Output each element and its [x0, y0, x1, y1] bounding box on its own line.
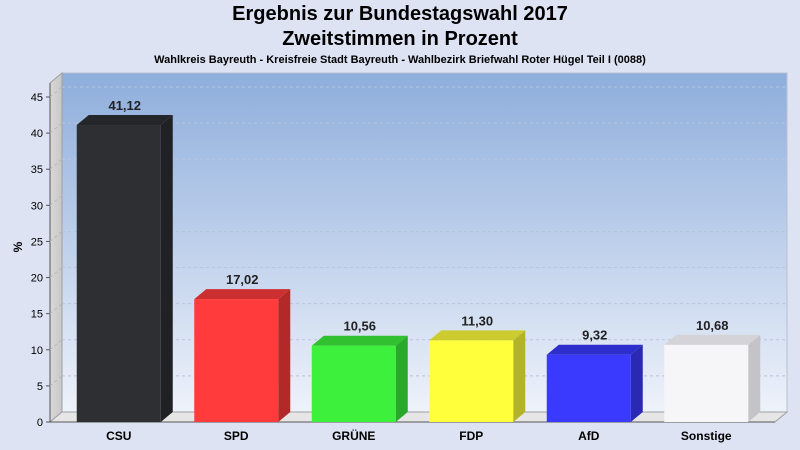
bar-front: [546, 354, 631, 422]
gridline-wall: [49, 194, 63, 206]
plot-left-wall: [49, 71, 63, 424]
y-tick-label: 25: [31, 236, 43, 248]
bar-side: [630, 344, 643, 422]
y-tick-label: 5: [37, 381, 43, 393]
y-tick-label: 45: [31, 92, 43, 104]
bar-value-label: 10,56: [343, 319, 376, 334]
bar-front: [194, 299, 279, 422]
bar-side: [160, 115, 173, 423]
bar-top: [311, 335, 408, 346]
bar-value-label: 11,30: [461, 313, 493, 328]
gridline-wall: [49, 375, 63, 387]
bar-value-label: 10,68: [696, 318, 729, 333]
bar-side: [513, 330, 526, 422]
bar-top: [429, 330, 526, 341]
gridline-wall: [49, 267, 63, 278]
y-tick-label: 20: [31, 273, 43, 285]
bar-sonstige[interactable]: 10,68: [664, 318, 761, 422]
bar-front: [429, 340, 514, 422]
y-tick-label: 15: [31, 309, 43, 321]
y-tick-label: 30: [31, 200, 43, 212]
bar-front: [76, 125, 161, 423]
gridline-wall: [49, 86, 63, 98]
bar-front: [664, 344, 749, 422]
bar-spd[interactable]: 17,02: [194, 272, 291, 422]
bar-value-label: 9,32: [582, 328, 607, 343]
gridline-wall: [49, 122, 63, 134]
bar-top: [194, 289, 291, 300]
x-tick-label: AfD: [578, 429, 600, 443]
chart-title: Ergebnis zur Bundestagswahl 2017: [232, 3, 568, 25]
bar-fdp[interactable]: 11,30: [429, 313, 526, 422]
chart-subtitle: Wahlkreis Bayreuth - Kreisfreie Stadt Ba…: [154, 54, 646, 66]
gridline-wall: [49, 158, 63, 170]
bar-front: [311, 345, 396, 422]
bar-grüne[interactable]: 10,56: [311, 319, 408, 422]
x-tick-label: SPD: [224, 429, 249, 443]
bar-value-label: 41,12: [108, 98, 141, 113]
y-axis-label: %: [11, 241, 25, 252]
x-tick-label: FDP: [459, 429, 483, 443]
bar-side: [278, 289, 291, 422]
gridline-wall: [49, 231, 63, 242]
bar-side: [748, 334, 761, 422]
bar-top: [546, 344, 643, 355]
x-tick-label: CSU: [106, 429, 131, 443]
bar-csu[interactable]: 41,12: [76, 98, 173, 423]
bar-side: [395, 335, 408, 422]
chart-title-2: Zweitstimmen in Prozent: [282, 28, 518, 50]
gridline-wall: [49, 339, 63, 351]
gridline-wall: [49, 303, 63, 315]
x-tick-label: GRÜNE: [332, 428, 375, 443]
y-tick-label: 40: [31, 128, 43, 140]
bar-top: [664, 334, 761, 345]
y-tick-label: 35: [31, 164, 43, 176]
bar-value-label: 17,02: [226, 272, 259, 287]
y-tick-label: 0: [37, 417, 43, 429]
y-tick-label: 10: [31, 345, 43, 357]
bar-top: [76, 115, 173, 126]
x-tick-label: Sonstige: [681, 429, 732, 443]
bar-afd[interactable]: 9,32: [546, 328, 643, 422]
